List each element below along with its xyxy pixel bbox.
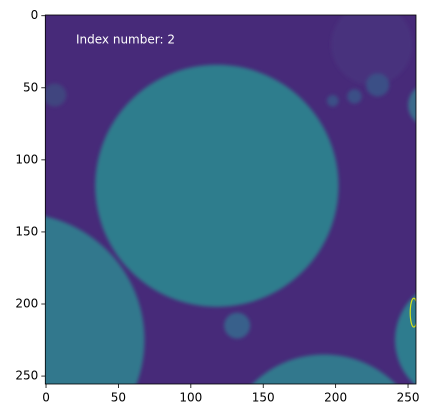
contour (409, 297, 417, 328)
y-tick-label: 250 (15, 369, 38, 383)
x-tick-label: 0 (42, 391, 50, 405)
y-tick-label: 200 (15, 297, 38, 311)
y-tick-label: 0 (31, 8, 39, 22)
annotation: Index number: 2 (76, 33, 175, 47)
x-tick-label: 200 (324, 391, 347, 405)
y-tick-label: 100 (15, 152, 38, 166)
faint-blob (331, 15, 413, 85)
droplet (408, 88, 417, 122)
y-tick-label: 150 (15, 224, 38, 238)
image (45, 15, 417, 384)
y-tick-label: 50 (23, 80, 38, 94)
droplet (252, 354, 396, 384)
droplet (347, 89, 362, 104)
droplet (45, 216, 145, 384)
x-tick-label: 150 (252, 391, 275, 405)
droplet (326, 94, 339, 107)
faint-blob (45, 83, 67, 107)
droplet (95, 64, 339, 307)
axes-frame (44, 14, 417, 385)
x-tick-label: 100 (179, 391, 202, 405)
droplet (366, 73, 390, 97)
x-tick-label: 50 (111, 391, 126, 405)
droplet (224, 312, 251, 339)
x-tick-label: 250 (397, 391, 420, 405)
